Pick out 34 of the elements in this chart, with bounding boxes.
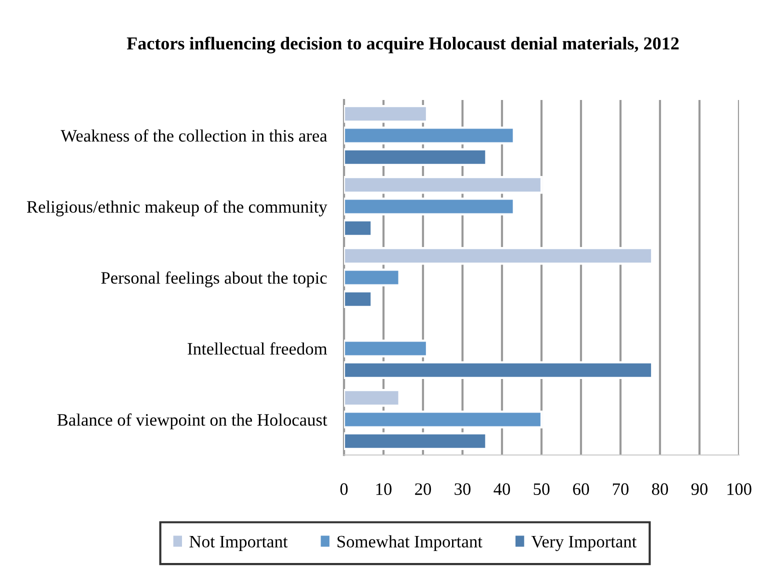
bar <box>344 432 488 450</box>
y-tick-label: Intellectual freedom <box>188 342 328 355</box>
bar <box>344 219 373 238</box>
bar <box>344 148 488 166</box>
legend-label: Not Important <box>189 536 288 552</box>
x-tick-label: 60 <box>573 483 590 495</box>
x-tick-label: 80 <box>652 483 668 495</box>
bar <box>344 361 654 380</box>
legend-label: Somewhat Important <box>338 535 482 552</box>
x-tick-label: 90 <box>691 483 708 495</box>
bar <box>344 198 515 216</box>
y-tick-label: Weakness of the collection in this area <box>60 129 328 142</box>
bar <box>344 340 428 358</box>
legend-label: Very Important <box>531 536 637 552</box>
x-tick-label: 0 <box>340 483 348 495</box>
bar <box>344 104 428 123</box>
bar <box>344 246 654 265</box>
bar <box>344 126 515 144</box>
x-tick-label: 40 <box>494 483 510 495</box>
y-tick-label: Balance of viewpoint on the Holocaust <box>57 413 328 430</box>
x-tick-label: 10 <box>376 483 392 495</box>
bar <box>344 290 373 308</box>
x-tick-label: 30 <box>454 483 471 495</box>
bar <box>344 388 400 407</box>
chart-title: Factors influencing decision to acquire Holocaust denial materials, 2012 <box>126 36 679 54</box>
bar <box>344 410 543 428</box>
x-tick-label: 100 <box>728 483 752 495</box>
x-tick-label: 70 <box>612 483 629 495</box>
y-tick-label: Personal feelings about the topic <box>101 271 327 288</box>
x-tick-label: 20 <box>415 483 432 495</box>
bar <box>344 176 543 194</box>
x-tick-label: 50 <box>534 483 550 495</box>
bar <box>344 268 400 286</box>
y-tick-label: Religious/ethnic makeup of the community <box>26 200 328 216</box>
